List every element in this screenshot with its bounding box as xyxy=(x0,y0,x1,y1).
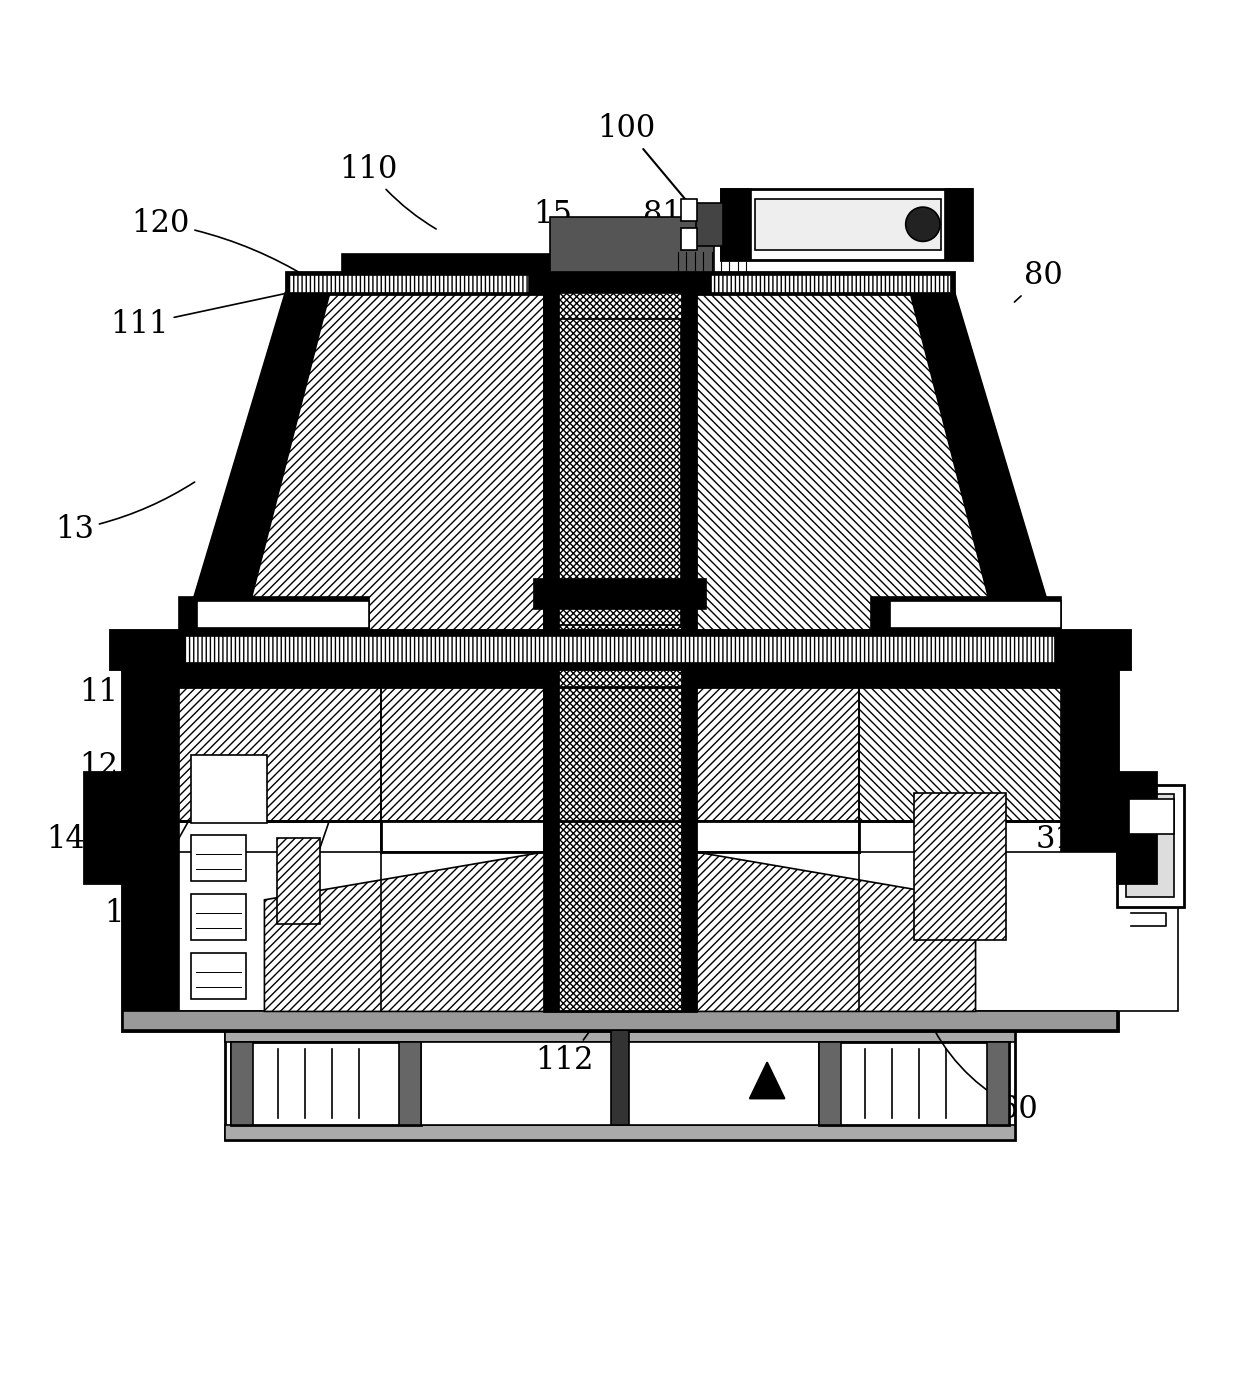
Polygon shape xyxy=(176,294,330,662)
Bar xyxy=(191,953,246,1000)
Text: 40: 40 xyxy=(976,710,1066,741)
Bar xyxy=(232,1042,422,1126)
Bar xyxy=(185,636,1055,663)
Bar xyxy=(544,272,559,1012)
Bar xyxy=(124,1012,1116,1030)
Text: 11: 11 xyxy=(79,658,195,708)
Bar xyxy=(342,254,605,272)
Text: 80: 80 xyxy=(1014,261,1063,302)
Bar xyxy=(84,773,124,883)
Text: 13: 13 xyxy=(55,482,195,545)
Bar xyxy=(179,853,1178,1012)
Bar xyxy=(544,272,696,1012)
Bar xyxy=(755,199,941,250)
Bar xyxy=(191,755,267,822)
Text: 113: 113 xyxy=(429,971,551,1039)
Bar xyxy=(226,1126,1014,1140)
Bar xyxy=(945,188,972,259)
Text: 10: 10 xyxy=(104,762,215,928)
Bar xyxy=(381,686,859,821)
Text: 15: 15 xyxy=(533,199,615,258)
Bar xyxy=(720,188,751,259)
Bar xyxy=(124,669,1116,1030)
Bar xyxy=(179,597,368,632)
Bar xyxy=(818,1042,841,1126)
Bar xyxy=(286,272,954,294)
Bar xyxy=(124,669,179,1030)
Polygon shape xyxy=(910,294,1064,662)
Bar xyxy=(226,1030,1014,1042)
Bar xyxy=(611,1030,629,1126)
Text: 20: 20 xyxy=(252,592,374,978)
Bar xyxy=(422,1042,818,1126)
Circle shape xyxy=(905,207,940,242)
Bar xyxy=(112,632,1128,669)
Bar xyxy=(1126,795,1174,898)
Bar xyxy=(720,188,972,259)
Bar xyxy=(191,835,246,881)
Bar xyxy=(1116,773,1156,883)
Polygon shape xyxy=(750,1063,785,1098)
Bar xyxy=(232,1042,253,1126)
Bar xyxy=(226,1030,1014,1140)
Bar xyxy=(1116,784,1184,908)
Bar xyxy=(890,600,1061,627)
Polygon shape xyxy=(264,853,976,1012)
Bar xyxy=(289,275,951,292)
Bar xyxy=(179,686,381,821)
Text: 12: 12 xyxy=(79,665,232,781)
Bar xyxy=(559,319,681,625)
Polygon shape xyxy=(236,294,544,662)
Text: 30: 30 xyxy=(975,695,1079,794)
Bar xyxy=(399,1042,422,1126)
Text: 110: 110 xyxy=(340,154,436,229)
Bar xyxy=(277,838,320,924)
Text: 81: 81 xyxy=(644,199,682,257)
Bar xyxy=(197,600,368,627)
Bar xyxy=(551,217,714,272)
Bar xyxy=(191,894,246,941)
Bar xyxy=(1128,799,1174,833)
Bar xyxy=(681,272,696,1012)
Bar xyxy=(681,199,697,221)
Text: 100: 100 xyxy=(596,113,706,222)
Bar xyxy=(859,686,1061,821)
Text: 60: 60 xyxy=(921,1002,1038,1124)
Text: 120: 120 xyxy=(131,207,309,277)
Text: 90: 90 xyxy=(754,211,792,257)
Text: 31: 31 xyxy=(935,824,1075,943)
Bar xyxy=(124,669,1116,686)
Bar xyxy=(914,792,1006,939)
Bar xyxy=(529,269,711,291)
Bar xyxy=(696,203,723,246)
Bar xyxy=(818,1042,1008,1126)
Polygon shape xyxy=(696,294,1004,662)
Text: 111: 111 xyxy=(110,288,309,341)
Bar xyxy=(1061,669,1116,1030)
Polygon shape xyxy=(176,294,1064,662)
Text: 50: 50 xyxy=(1037,647,1079,685)
Text: 14: 14 xyxy=(46,689,187,855)
Bar xyxy=(872,597,1061,632)
Bar xyxy=(534,578,706,610)
Bar xyxy=(987,1042,1008,1126)
Bar xyxy=(681,228,697,250)
Text: 112: 112 xyxy=(536,978,614,1076)
